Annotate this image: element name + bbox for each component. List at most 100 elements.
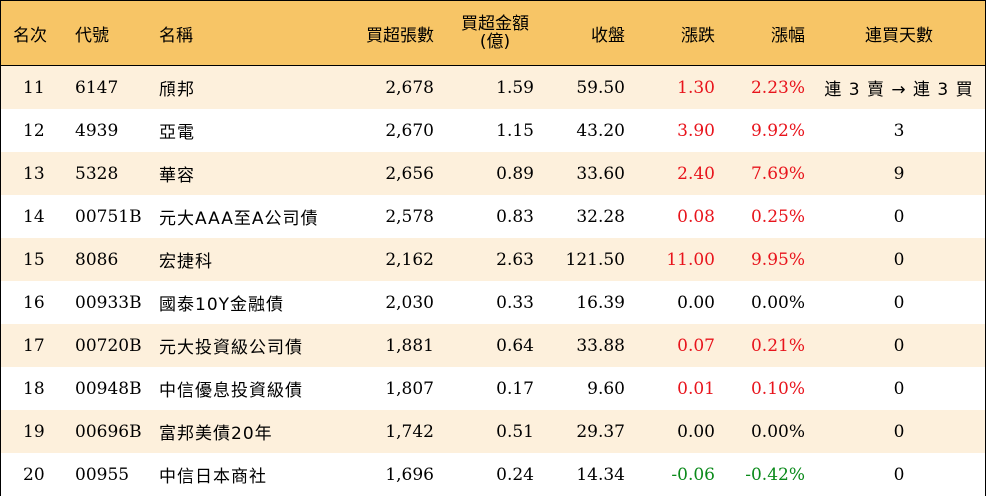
cell-close: 33.60 [576,163,625,184]
cell-rank: 12 [23,120,45,141]
cell-change: 1.30 [677,77,715,98]
table-row: 20 00955 中信日本商社 1,696 0.24 14.34 -0.06 -0.42% 0 [1,453,985,496]
cell-name: 中信優息投資級債 [159,381,303,401]
cell-net-lots: 2,030 [385,292,434,313]
cell-name: 中信日本商社 [159,467,267,487]
cell-code: 8086 [75,249,119,270]
cell-streak: 9 [893,163,905,184]
header-streak: 連買天數 [865,25,933,46]
cell-code: 00720B [75,335,142,356]
table-row: 12 4939 亞電 2,670 1.15 43.20 3.90 9.92% 3 [1,109,985,152]
cell-code: 00933B [75,292,142,313]
cell-pct: 9.92% [750,120,805,141]
cell-rank: 14 [23,206,45,227]
cell-name: 華容 [159,166,195,186]
cell-rank: 19 [23,421,45,442]
cell-net-lots: 2,162 [385,249,434,270]
cell-net-lots: 2,578 [385,206,434,227]
cell-streak: 0 [893,335,905,356]
cell-rank: 15 [23,249,45,270]
cell-pct: 0.00% [750,292,805,313]
cell-net-amount: 0.89 [496,163,534,184]
cell-streak: 0 [893,378,905,399]
cell-close: 121.50 [565,249,625,270]
table-row: 16 00933B 國泰10Y金融債 2,030 0.33 16.39 0.00 0.00% 0 [1,281,985,324]
cell-net-amount: 0.83 [496,206,534,227]
cell-net-amount: 0.64 [496,335,534,356]
cell-code: 00955 [75,464,130,485]
cell-change: -0.06 [671,464,715,485]
cell-streak: 0 [893,421,905,442]
cell-code: 00948B [75,378,142,399]
cell-name: 亞電 [159,123,195,143]
header-net-amount: 買超金額 (億) [447,1,543,65]
cell-change: 0.07 [677,335,715,356]
cell-streak: 連 3 賣 → 連 3 買 [824,80,974,100]
cell-rank: 20 [23,464,45,485]
cell-change: 0.00 [677,292,715,313]
table-row: 15 8086 宏捷科 2,162 2.63 121.50 11.00 9.95% 0 [1,238,985,281]
cell-rank: 18 [23,378,45,399]
cell-rank: 16 [23,292,45,313]
table-header: 名次 代號 名稱 買超張數 買超金額 (億) 收盤 漲跌 漲幅 連買天數 [1,1,985,66]
cell-rank: 17 [23,335,45,356]
cell-streak: 0 [893,464,905,485]
cell-net-amount: 0.33 [496,292,534,313]
table-row: 11 6147 頎邦 2,678 1.59 59.50 1.30 2.23% 連 3 賣 → 連… [1,66,985,109]
cell-pct: 0.00% [750,421,805,442]
cell-close: 43.20 [576,120,625,141]
cell-change: 0.00 [677,421,715,442]
cell-net-amount: 0.51 [496,421,534,442]
cell-pct: 0.10% [750,378,805,399]
table-row: 14 00751B 元大AAA至A公司債 2,578 0.83 32.28 0.08 0.25… [1,195,985,238]
cell-close: 9.60 [587,378,625,399]
cell-net-amount: 2.63 [496,249,534,270]
cell-change: 0.08 [677,206,715,227]
cell-close: 14.34 [576,464,625,485]
cell-pct: -0.42% [745,464,805,485]
cell-change: 2.40 [677,163,715,184]
cell-net-amount: 1.15 [496,120,534,141]
cell-change: 0.01 [677,378,715,399]
cell-code: 4939 [75,120,119,141]
cell-net-amount: 0.17 [496,378,534,399]
cell-net-lots: 1,881 [385,335,434,356]
cell-pct: 7.69% [750,163,805,184]
header-name: 名稱 [159,25,193,46]
cell-net-lots: 2,656 [385,163,434,184]
cell-net-lots: 2,670 [385,120,434,141]
cell-rank: 11 [23,77,45,98]
cell-net-amount: 1.59 [496,77,534,98]
cell-net-lots: 2,678 [385,77,434,98]
cell-name: 頎邦 [159,80,195,100]
cell-code: 5328 [75,163,119,184]
header-code: 代號 [75,25,109,46]
cell-streak: 3 [893,120,905,141]
cell-streak: 0 [893,249,905,270]
header-net-lots: 買超張數 [366,25,434,46]
cell-code: 6147 [75,77,119,98]
cell-name: 國泰10Y金融債 [159,295,285,315]
cell-pct: 0.25% [750,206,805,227]
cell-net-lots: 1,807 [385,378,434,399]
cell-name: 元大AAA至A公司債 [159,209,319,229]
cell-net-amount: 0.24 [496,464,534,485]
cell-pct: 0.21% [750,335,805,356]
header-rank: 名次 [13,25,47,46]
cell-pct: 2.23% [750,77,805,98]
cell-streak: 0 [893,206,905,227]
cell-code: 00751B [75,206,142,227]
header-net-amount-unit: (億) [479,32,511,52]
cell-rank: 13 [23,163,45,184]
header-net-amount-line1: 買超金額 [461,14,529,34]
cell-close: 29.37 [576,421,625,442]
table-row: 19 00696B 富邦美債20年 1,742 0.51 29.37 0.00 0.00% 0 [1,410,985,453]
cell-name: 富邦美債20年 [159,424,273,444]
cell-close: 59.50 [576,77,625,98]
header-pct: 漲幅 [771,25,805,46]
header-close: 收盤 [591,25,625,46]
cell-pct: 9.95% [750,249,805,270]
cell-name: 元大投資級公司債 [159,338,303,358]
table-row: 13 5328 華容 2,656 0.89 33.60 2.40 7.69% 9 [1,152,985,195]
